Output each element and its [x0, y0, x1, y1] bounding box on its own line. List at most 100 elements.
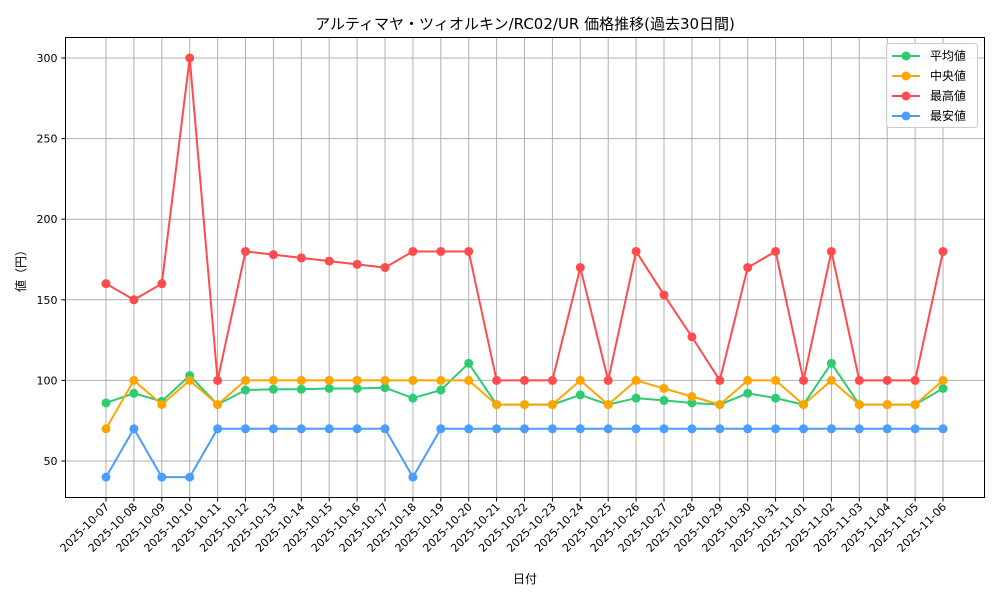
- data-point: [157, 472, 167, 482]
- data-point: [408, 472, 418, 482]
- data-point: [464, 424, 474, 434]
- data-point: [436, 385, 446, 395]
- x-axis-label: 日付: [513, 572, 537, 586]
- data-point: [380, 375, 390, 385]
- legend-marker-icon: [901, 91, 911, 101]
- data-point: [547, 424, 557, 434]
- data-point: [408, 375, 418, 385]
- legend-box: [886, 43, 978, 128]
- data-point: [101, 279, 111, 289]
- y-axis: 50 100 150 200 250 300: [37, 52, 66, 468]
- legend-label: 最安値: [930, 108, 966, 123]
- chart-title: アルティマヤ・ツィオルキン/RC02/UR 価格推移(過去30日間): [315, 15, 735, 33]
- data-point: [324, 375, 334, 385]
- data-point: [743, 375, 753, 385]
- data-point: [938, 246, 948, 256]
- data-point: [854, 375, 864, 385]
- data-point: [547, 400, 557, 410]
- y-tick-label: 300: [37, 52, 58, 65]
- data-point: [743, 388, 753, 398]
- data-point: [603, 424, 613, 434]
- data-point: [743, 424, 753, 434]
- data-point: [268, 384, 278, 394]
- data-point: [492, 424, 502, 434]
- data-point: [185, 375, 195, 385]
- data-point: [324, 256, 334, 266]
- data-point: [380, 424, 390, 434]
- data-point: [408, 246, 418, 256]
- data-series: [101, 53, 948, 482]
- data-point: [268, 375, 278, 385]
- data-point: [241, 375, 250, 385]
- data-point: [910, 424, 920, 434]
- data-point: [101, 424, 111, 434]
- data-point: [129, 424, 139, 434]
- y-tick-label: 150: [37, 294, 58, 307]
- legend-marker-icon: [901, 71, 911, 81]
- data-point: [352, 383, 362, 393]
- data-point: [631, 246, 641, 256]
- y-tick-label: 100: [37, 374, 58, 387]
- data-point: [575, 424, 585, 434]
- data-point: [296, 384, 306, 394]
- data-point: [854, 424, 864, 434]
- data-point: [715, 375, 725, 385]
- series-2: [101, 53, 948, 385]
- data-point: [575, 390, 585, 400]
- data-point: [324, 383, 334, 393]
- data-point: [464, 375, 474, 385]
- data-point: [101, 472, 111, 482]
- data-point: [826, 246, 836, 256]
- data-point: [324, 424, 334, 434]
- legend-marker-icon: [901, 111, 911, 121]
- data-point: [380, 263, 390, 273]
- legend-label: 平均値: [930, 48, 966, 63]
- data-point: [603, 375, 613, 385]
- data-point: [185, 53, 195, 63]
- data-point: [157, 279, 167, 289]
- data-point: [213, 375, 223, 385]
- data-point: [520, 375, 529, 385]
- data-point: [575, 263, 585, 273]
- data-point: [296, 424, 306, 434]
- data-point: [799, 375, 808, 385]
- legend-item: 平均値: [892, 48, 966, 63]
- series-3: [101, 424, 948, 482]
- data-point: [408, 393, 418, 403]
- data-point: [938, 383, 948, 393]
- data-point: [268, 250, 278, 260]
- data-point: [464, 246, 474, 256]
- series-1: [101, 375, 948, 434]
- data-point: [659, 290, 669, 300]
- data-point: [938, 424, 948, 434]
- data-point: [826, 358, 836, 368]
- data-point: [659, 424, 669, 434]
- data-point: [241, 385, 250, 395]
- data-point: [352, 259, 362, 269]
- legend-item: 最高値: [892, 88, 966, 103]
- data-point: [352, 424, 362, 434]
- legend-item: 中央値: [892, 68, 966, 83]
- legend-item: 最安値: [892, 108, 966, 123]
- data-point: [771, 424, 781, 434]
- data-point: [743, 263, 753, 273]
- data-point: [771, 393, 781, 403]
- data-point: [213, 424, 223, 434]
- data-point: [910, 400, 920, 410]
- data-point: [854, 400, 864, 410]
- data-point: [659, 395, 669, 405]
- data-point: [771, 246, 781, 256]
- data-point: [882, 375, 892, 385]
- data-point: [659, 383, 669, 393]
- data-point: [799, 400, 808, 410]
- data-point: [687, 392, 697, 402]
- data-point: [520, 424, 529, 434]
- grid-lines: [65, 37, 985, 498]
- data-point: [687, 424, 697, 434]
- data-point: [687, 332, 697, 342]
- data-point: [771, 375, 781, 385]
- y-tick-label: 250: [37, 133, 58, 146]
- data-point: [492, 400, 502, 410]
